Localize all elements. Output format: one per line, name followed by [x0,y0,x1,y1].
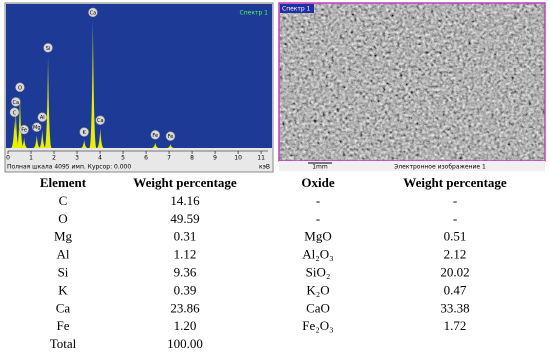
peak-label-circle [88,7,98,18]
peak-label-circle [150,130,161,140]
peak-label: Si [46,46,51,52]
status-text: Полная шкала 4095 имп. Курсор: 0.000 [7,164,131,171]
table-cell: C [59,193,68,208]
peak [89,20,97,149]
peak-label-circle [32,122,42,132]
table-cell: Fe [57,318,70,333]
peak-label: Mg [33,125,41,131]
peak [20,137,28,148]
peak [166,144,174,148]
peak [33,135,41,148]
table-cell: Mg [54,229,73,244]
table-header: Oxide [301,175,334,190]
table-header: Weight percentage [133,175,237,190]
table-cell: SiO₂ [306,264,331,279]
table-cell: 2.12 [444,247,467,262]
peak-label: Fe [21,128,27,134]
peak-label-circle [165,131,176,141]
scale-bar-label: 1mm [312,164,328,171]
peak-label-circle [43,43,53,53]
x-tick-label: 4 [98,155,102,162]
peak [80,140,88,148]
peak [10,120,18,148]
x-tick-label: 11 [257,155,265,162]
table-cell: 0.51 [444,229,467,244]
table-cell: Total [50,336,77,351]
x-tick-label: 2 [52,155,56,162]
table-cell: 1.72 [444,318,467,333]
peak [44,55,52,149]
table-cell: 14.16 [170,193,200,208]
peak-label-circle [9,107,20,118]
sem-title-box [280,4,314,13]
peak-label-circle [95,115,106,125]
spectrum-title: Спектр 1 [240,10,269,17]
table-cell: Al [57,247,70,262]
table-cell: Fe₂O₃ [302,318,333,333]
peak [38,129,46,148]
x-tick-label: 5 [121,155,125,162]
table-cell: 0.47 [444,282,467,297]
peak [96,128,104,148]
table-cell: 20.02 [440,264,469,279]
peak-label: Ca [13,100,20,106]
table-cell: 49.59 [170,211,199,226]
table-cell: - [316,193,320,208]
x-tick-label: 8 [190,155,194,162]
table-cell: - [453,193,457,208]
x-tick-label: 1 [29,155,33,162]
peak [151,142,159,148]
x-tick-label: 0 [6,155,10,162]
table-cell: K [58,282,68,297]
table-cell: Ca [56,300,71,315]
peak-label: Al [40,115,45,121]
x-tick-label: 6 [144,155,148,162]
peak-label-circle [37,112,48,122]
peak [16,95,24,148]
table-cell: 33.38 [440,300,469,315]
sem-title: Спектр 1 [282,6,311,13]
peak-label-circle [79,127,89,137]
x-tick-label: 3 [75,155,79,162]
table-cell: 1.20 [174,318,197,333]
x-tick-label: 7 [167,155,171,162]
peak-label-circle [15,82,25,93]
peak-label: Ca [90,10,97,16]
table-cell: 100.00 [167,336,203,351]
x-tick-label: 9 [213,155,217,162]
table-cell: CaO [306,300,330,315]
x-unit: кэВ [259,164,270,171]
table-header: Weight percentage [403,175,507,190]
x-tick-label: 10 [234,155,242,162]
table-cell: Al₂O₃ [302,247,333,262]
table-cell: O [58,211,67,226]
peak [12,109,20,148]
peak-label-circle [11,97,21,107]
sem-texture [279,3,545,161]
table-cell: Si [58,264,69,279]
spectrum-plot [6,4,272,148]
peak-label: Fe [152,133,158,139]
table-cell: - [453,211,457,226]
table-cell: 9.36 [174,264,197,279]
table-cell: K₂O [306,282,329,297]
table-cell: 0.39 [174,282,197,297]
table-cell: 1.12 [174,247,197,262]
table-cell: 23.86 [170,300,200,315]
peak-label-circle [19,124,29,135]
sem-footer [279,161,545,171]
peak-label: C [13,110,17,116]
sem-caption: Электронное изображение 1 [394,164,486,171]
peak-label: O [18,85,22,91]
table-cell: - [316,211,320,226]
table-cell: MgO [304,229,331,244]
table-header: Element [40,175,87,190]
table-cell: 0.31 [174,229,197,244]
peak-label: Ca [97,118,104,124]
peak-label: K [83,130,87,136]
peak-label: Fe [168,134,174,140]
